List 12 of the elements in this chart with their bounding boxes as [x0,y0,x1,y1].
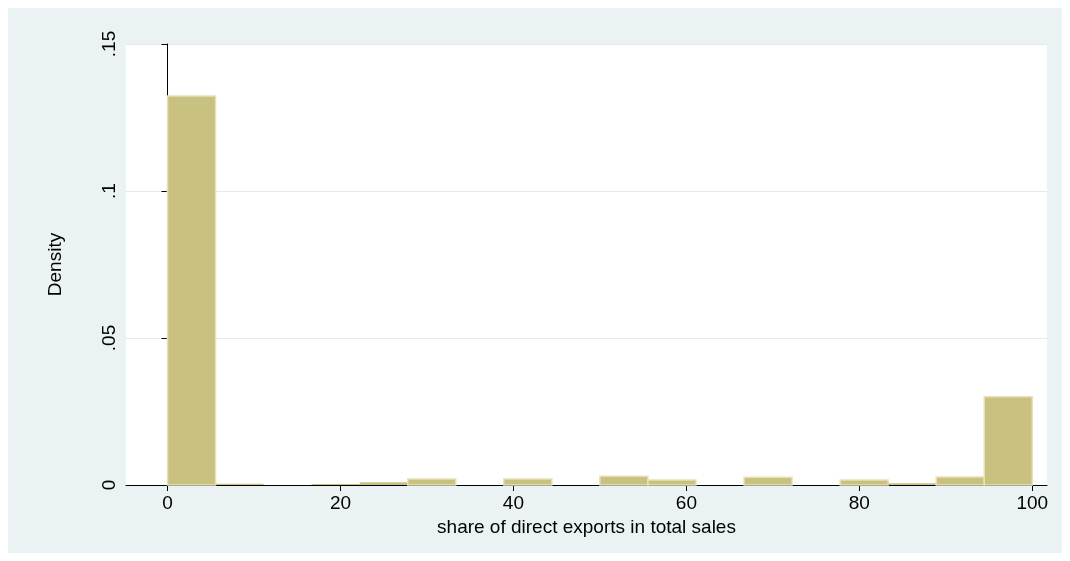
x-tick-label: 20 [329,492,352,513]
y-tick-label: .1 [98,183,119,199]
x-axis-title: share of direct exports in total sales [437,515,736,537]
y-tick-label: 0 [98,479,119,491]
x-tick-label: 60 [675,492,697,513]
x-tick-label: 80 [848,492,870,513]
y-axis-title: Density [44,232,65,297]
x-tick-label: 100 [1016,492,1049,513]
y-tick-label: .05 [98,324,119,352]
x-tick-label: 40 [502,492,524,513]
x-tick-label: 0 [162,492,173,513]
y-tick-label: .15 [98,30,119,58]
